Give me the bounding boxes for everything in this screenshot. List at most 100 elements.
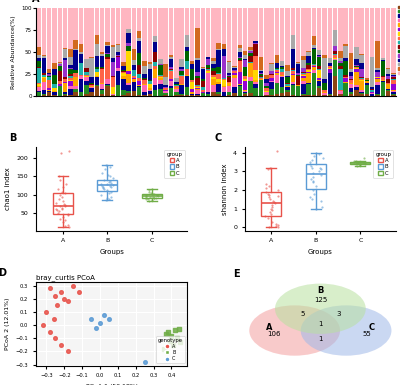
Bar	[148, 62, 152, 64]
Bar	[259, 57, 263, 70]
Bar	[110, 75, 115, 77]
Bar	[74, 70, 78, 72]
Bar	[47, 77, 52, 80]
Bar	[312, 66, 316, 67]
X-axis label: Groups: Groups	[99, 249, 124, 255]
Bar	[269, 78, 274, 80]
Point	[360, 159, 367, 165]
Bar	[121, 72, 126, 73]
Point	[168, 333, 175, 339]
Point	[165, 329, 171, 335]
Legend: Others, Clostridiales, Flavobacteriales, Bacteroidales, Proteobacteria, Rhodospi: Others, Clostridiales, Flavobacteriales,…	[398, 5, 400, 75]
Bar	[301, 94, 306, 95]
Text: 1: 1	[318, 336, 323, 342]
Bar	[269, 63, 274, 64]
Point	[267, 164, 273, 171]
Bar	[344, 78, 348, 79]
Bar	[301, 73, 306, 74]
Bar	[301, 60, 306, 68]
Bar	[47, 80, 52, 87]
Point	[311, 153, 318, 159]
Bar	[169, 86, 173, 89]
Bar	[285, 90, 290, 92]
Bar	[95, 67, 99, 69]
Point	[62, 217, 69, 223]
Point	[106, 196, 112, 202]
Text: D: D	[0, 268, 6, 278]
Point	[58, 149, 64, 156]
Bar	[185, 61, 189, 69]
Bar	[290, 49, 295, 68]
Bar	[365, 8, 369, 78]
Point	[65, 147, 72, 154]
Bar	[328, 94, 332, 95]
Point	[353, 161, 359, 167]
Bar	[259, 71, 263, 72]
Point	[312, 149, 319, 156]
Point	[142, 192, 149, 198]
Point	[106, 315, 112, 321]
Bar	[280, 77, 284, 87]
Bar	[359, 93, 364, 94]
Bar	[42, 78, 46, 82]
Bar	[232, 8, 237, 66]
Point	[174, 335, 180, 341]
Bar	[306, 70, 311, 72]
Bar	[142, 84, 147, 85]
Bar	[238, 57, 242, 58]
Bar	[254, 8, 258, 40]
Bar	[206, 69, 210, 70]
Bar	[153, 90, 157, 95]
Bar	[195, 60, 200, 72]
Bar	[386, 8, 390, 68]
Bar	[211, 61, 216, 64]
Bar	[370, 93, 374, 94]
Bar	[301, 76, 306, 78]
Bar	[84, 81, 88, 85]
Point	[40, 322, 46, 328]
Bar	[211, 8, 216, 58]
Bar	[100, 54, 104, 56]
Bar	[206, 68, 210, 69]
Point	[62, 202, 68, 208]
Point	[268, 208, 275, 214]
Bar	[338, 52, 343, 58]
Bar	[386, 75, 390, 79]
Bar	[322, 55, 327, 58]
Bar	[52, 90, 57, 92]
Point	[60, 214, 66, 220]
Bar	[365, 83, 369, 85]
Point	[98, 192, 104, 198]
Bar	[312, 65, 316, 66]
Bar	[153, 69, 157, 78]
Bar	[63, 8, 67, 49]
Bar	[42, 95, 46, 96]
Point	[54, 210, 61, 216]
Bar	[232, 73, 237, 75]
Bar	[333, 54, 337, 55]
Point	[177, 339, 184, 345]
Bar	[370, 8, 374, 57]
Bar	[174, 95, 178, 96]
Bar	[280, 69, 284, 72]
Bar	[52, 88, 57, 90]
Bar	[296, 62, 300, 63]
Bar	[280, 66, 284, 67]
Bar	[79, 62, 83, 63]
Point	[107, 178, 113, 184]
Bar	[391, 77, 396, 79]
Bar	[232, 87, 237, 93]
Bar	[142, 66, 147, 74]
Bar	[153, 66, 157, 69]
Bar	[169, 80, 173, 81]
Text: 5: 5	[300, 311, 304, 317]
Point	[354, 160, 360, 166]
Bar	[259, 74, 263, 76]
Bar	[200, 81, 205, 87]
Bar	[338, 91, 343, 94]
Bar	[344, 58, 348, 61]
Bar	[100, 69, 104, 83]
Point	[63, 181, 70, 187]
Bar	[232, 75, 237, 78]
Bar	[74, 50, 78, 70]
